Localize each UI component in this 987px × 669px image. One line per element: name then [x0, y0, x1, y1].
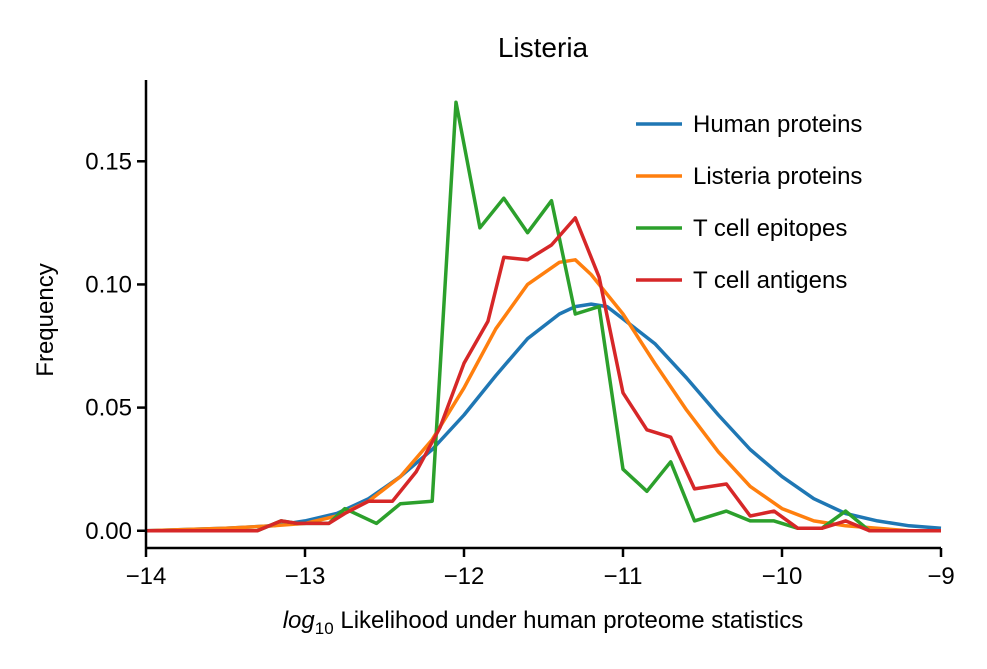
legend-label-listeria-proteins: Listeria proteins [693, 163, 862, 190]
series-line-listeria-proteins [145, 258, 941, 533]
legend-label-t-cell-antigens: T cell antigens [693, 267, 847, 294]
x-axis-label-text: Likelihood under human proteome statisti… [334, 607, 804, 634]
y-axis-label: Frequency [32, 263, 59, 376]
y-tick-label: 0.10 [85, 271, 132, 298]
chart-title: Listeria [498, 32, 589, 63]
x-tick-label: −13 [285, 563, 326, 590]
x-tick-label: −11 [604, 563, 643, 590]
legend: Human proteins Listeria proteins T cell ep… [636, 111, 862, 294]
y-tick-label: 0.05 [85, 395, 132, 422]
series-line-t-cell-antigens [146, 216, 941, 533]
y-ticks: 0.00 0.05 0.10 0.15 [85, 148, 146, 545]
x-tick-label: −10 [762, 563, 803, 590]
series-line-human-proteins [145, 302, 942, 533]
legend-label-human-proteins: Human proteins [693, 111, 862, 138]
y-tick-label: 0.00 [85, 518, 132, 545]
x-axis-label: log10 Likelihood under human proteome st… [283, 607, 804, 638]
x-tick-label: −14 [126, 563, 167, 590]
x-axis-label-symbol: log [283, 607, 316, 634]
series-layer [145, 100, 942, 533]
legend-label-t-cell-epitopes: T cell epitopes [693, 215, 847, 242]
x-tick-label: −12 [444, 563, 485, 590]
x-axis-label-subscript: 10 [315, 619, 334, 638]
x-ticks: −14 −13 −12 −11 −10 −9 [126, 548, 955, 590]
y-tick-label: 0.15 [85, 148, 132, 175]
x-tick-label: −9 [927, 563, 954, 590]
